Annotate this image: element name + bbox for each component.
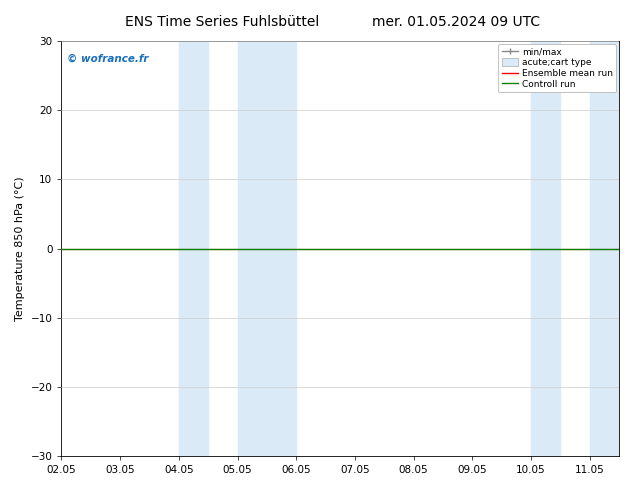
Text: © wofrance.fr: © wofrance.fr [67, 53, 148, 64]
Y-axis label: Temperature 850 hPa (°C): Temperature 850 hPa (°C) [15, 176, 25, 321]
Bar [531, 41, 560, 456]
Bar [179, 41, 208, 456]
Text: ENS Time Series Fuhlsbüttel: ENS Time Series Fuhlsbüttel [125, 15, 319, 29]
Text: mer. 01.05.2024 09 UTC: mer. 01.05.2024 09 UTC [372, 15, 541, 29]
Legend: min/max, acute;cart type, Ensemble mean run, Controll run: min/max, acute;cart type, Ensemble mean … [498, 44, 616, 93]
Bar [590, 41, 619, 456]
Bar [238, 41, 296, 456]
